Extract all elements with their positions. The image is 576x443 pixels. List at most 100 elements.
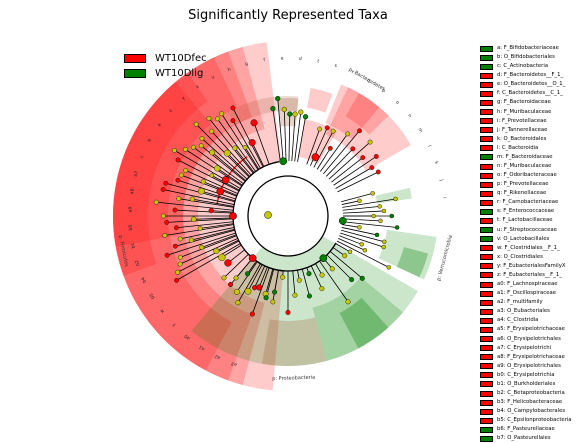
tree-node-77 <box>370 191 375 196</box>
key-label: a1: F_Oscillospiraceae <box>497 290 556 297</box>
sector-letter-b0: b0 <box>128 224 134 230</box>
key-label: z: F_Eubacteriales__F_1_ <box>497 271 562 278</box>
sector-letter-o: o <box>394 100 400 106</box>
key-swatch <box>480 118 493 125</box>
branch-73 <box>331 157 364 183</box>
tree-node-111 <box>235 300 241 306</box>
key-swatch <box>480 399 493 406</box>
branch-27 <box>177 240 240 273</box>
key-item: j: F_Tannerellaceae <box>480 126 572 135</box>
tree-node-19 <box>214 165 221 172</box>
branch-79 <box>342 198 396 208</box>
branch-104 <box>292 270 296 296</box>
branch-59 <box>277 98 284 162</box>
branch-25 <box>253 122 270 165</box>
key-item: a8: F_Erysipelotrichaceae <box>480 353 572 362</box>
key-label: b1: O_Burkholderiales <box>497 380 556 387</box>
key-label: b6: F_Pasteurellaceae <box>497 426 555 433</box>
legend-label: WT10Dlig <box>155 67 204 79</box>
sector-letter-c: c <box>140 154 146 159</box>
key-label: x: O_Clostridiales <box>497 253 543 260</box>
key-label: o: F_Odoribacteraceae <box>497 172 557 179</box>
tree-node-68 <box>327 145 333 151</box>
key-label: a: F_Bifidobacteriaceae <box>497 45 559 51</box>
tree-node-23 <box>242 144 248 150</box>
tree-node-52 <box>209 128 215 134</box>
tree-node-81 <box>381 208 387 214</box>
tree-node-93 <box>347 249 353 254</box>
branch-34 <box>176 221 234 229</box>
tree-node-104 <box>292 292 298 298</box>
tree-node-39 <box>176 196 182 202</box>
branch-60 <box>283 109 287 162</box>
clade-sector-19 <box>307 87 333 113</box>
tree-node-59 <box>275 95 281 102</box>
tree-node-6 <box>221 275 227 281</box>
clade-node-4 <box>248 254 257 262</box>
tree-node-22 <box>232 145 238 151</box>
branch-31 <box>175 229 235 247</box>
sector-letter-y: y <box>181 96 187 102</box>
branch-74 <box>333 156 377 186</box>
tree-node-13 <box>191 216 197 223</box>
sector-letter-s: s <box>334 64 338 70</box>
sector-letter-a8: a8 <box>129 188 136 195</box>
sector-letter-t: t <box>317 58 320 64</box>
key-label: u: F_Streptococcaceae <box>497 226 557 233</box>
tree-node-83 <box>389 213 394 219</box>
key-swatch <box>480 54 493 61</box>
branch-24 <box>251 142 265 167</box>
branch-2 <box>258 266 268 288</box>
key-swatch <box>480 145 493 152</box>
clade-node-0 <box>216 187 225 196</box>
key-label: e: O_Bacteroidetes__O_1_ <box>497 81 566 88</box>
branch-26 <box>176 243 241 281</box>
tree-node-84 <box>378 218 383 224</box>
tree-node-92 <box>386 265 392 270</box>
branch-81 <box>342 210 384 214</box>
key-item: a0: F_Lachnospiraceae <box>480 280 572 289</box>
tree-node-49 <box>198 143 204 149</box>
branch-87 <box>341 227 378 236</box>
key-swatch <box>480 254 493 261</box>
branch-64 <box>297 116 306 162</box>
key-label: b3: F_Helicobacteraceae <box>497 399 563 406</box>
clade-sector-16 <box>378 229 437 280</box>
key-label: a8: F_Erysipelotrichaceae <box>497 353 565 360</box>
tree-node-24 <box>248 139 256 147</box>
branch-80 <box>342 205 380 211</box>
key-label: p: F_Prevotellaceae <box>497 181 549 188</box>
branch-47 <box>185 149 243 187</box>
key-label: l: C_Bacteroidia <box>497 144 539 151</box>
key-swatch <box>480 272 493 279</box>
tree-node-67 <box>330 128 336 134</box>
branch-78 <box>341 200 360 205</box>
key-label: j: F_Tannerellaceae <box>497 126 548 133</box>
sector-letter-k: k <box>433 161 440 166</box>
key-item: v: O_Lactobacillales <box>480 235 572 244</box>
key-label: g: F_Bacteroidaceae <box>497 99 551 106</box>
key-swatch <box>480 381 493 388</box>
tree-node-44 <box>183 168 189 173</box>
key-item: z: F_Eubacteriales__F_1_ <box>480 271 572 280</box>
key-item: a9: O_Erysipelotrichales <box>480 362 572 371</box>
key-swatch <box>480 308 493 315</box>
key-swatch <box>480 372 493 379</box>
branch-65 <box>306 128 321 165</box>
proteobacteria-arc <box>248 242 337 272</box>
tree-node-69 <box>345 131 351 137</box>
tree-node-2 <box>256 284 263 291</box>
branch-49 <box>201 145 246 182</box>
key-label: y: F_EubacterialesFamilyX <box>497 262 566 269</box>
sector-letter-a9: a9 <box>128 206 134 212</box>
tree-node-108 <box>263 295 269 301</box>
clade-sector-9 <box>312 277 403 361</box>
legend: WT10Dfec WT10Dlig <box>124 51 207 81</box>
key-label: n: F_Muribaculaceae <box>497 163 552 170</box>
clade-label-1: p: Bacteroidetes <box>347 67 386 93</box>
branch-102 <box>301 269 310 297</box>
clade-sector-18 <box>298 119 337 165</box>
key-swatch <box>480 190 493 197</box>
clade-node-7 <box>279 157 288 166</box>
